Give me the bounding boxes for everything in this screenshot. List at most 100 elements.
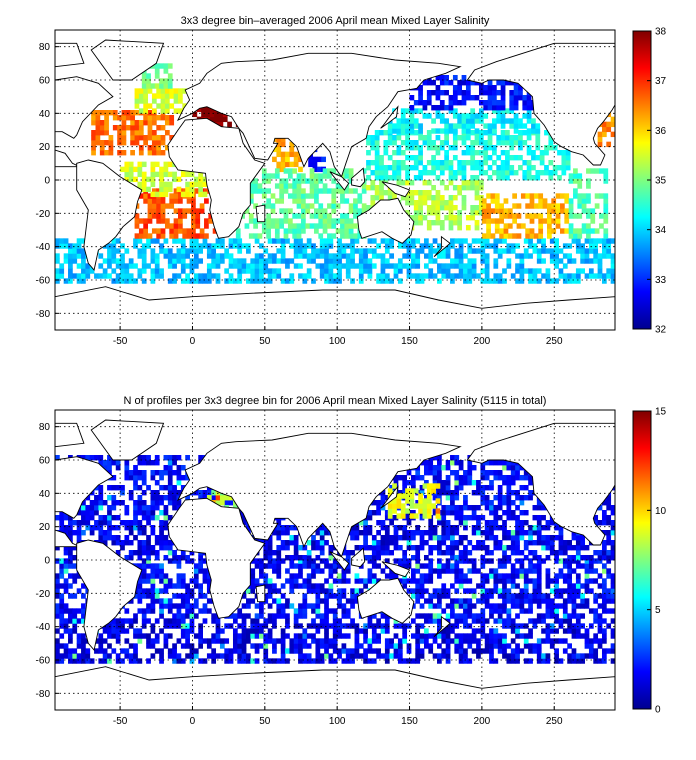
heatmap-cell [332, 578, 338, 584]
heatmap-cell [150, 253, 156, 259]
heatmap-cell [471, 593, 477, 599]
heatmap-cell [426, 100, 432, 106]
heatmap-cell [72, 593, 78, 599]
heatmap-cell [463, 238, 468, 244]
heatmap-cell [350, 258, 355, 264]
heatmap-cell [431, 200, 436, 206]
heatmap-cell [154, 638, 160, 644]
heatmap-cell [250, 623, 256, 629]
heatmap-cell [503, 213, 509, 219]
heatmap-cell [371, 658, 377, 664]
heatmap-cell [376, 563, 381, 569]
heatmap-cell [107, 510, 112, 516]
heatmap-cell [348, 173, 354, 179]
heatmap-cell [590, 218, 596, 224]
heatmap-cell [573, 173, 578, 179]
heatmap-cell [523, 643, 529, 649]
heatmap-cell [133, 535, 138, 541]
heatmap-cell [510, 583, 516, 589]
heatmap-cell [143, 103, 149, 109]
heatmap-cell [502, 535, 507, 541]
heatmap-cell [418, 108, 423, 114]
heatmap-cell [606, 141, 612, 148]
heatmap-cell [489, 608, 494, 614]
heatmap-cell [454, 273, 460, 279]
heatmap-cell [328, 253, 334, 259]
heatmap-cell [567, 573, 572, 579]
heatmap-cell [154, 535, 160, 541]
heatmap-cell [597, 268, 603, 274]
heatmap-cell [452, 220, 458, 226]
heatmap-cell [549, 545, 555, 551]
heatmap-cell [496, 175, 502, 181]
heatmap-cell [487, 123, 493, 129]
heatmap-cell [254, 623, 260, 629]
heatmap-cell [185, 588, 190, 594]
heatmap-cell [237, 613, 243, 619]
x-tick-label: 50 [259, 336, 271, 347]
heatmap-cell [515, 633, 520, 639]
heatmap-cell [392, 195, 397, 201]
heatmap-cell [575, 628, 581, 634]
heatmap-cell [413, 165, 419, 171]
heatmap-cell [610, 530, 615, 536]
heatmap-cell [380, 278, 386, 284]
heatmap-cell [324, 278, 329, 284]
heatmap-cell [597, 520, 603, 526]
heatmap-cell [319, 658, 325, 664]
heatmap-cell [206, 263, 212, 269]
heatmap-cell [538, 228, 544, 234]
heatmap-cell [169, 203, 175, 209]
heatmap-cell [314, 213, 319, 219]
heatmap-cell [441, 638, 447, 644]
heatmap-cell [211, 638, 217, 644]
heatmap-cell [112, 115, 118, 121]
heatmap-cell [506, 658, 512, 664]
heatmap-cell [227, 121, 232, 128]
heatmap-cell [415, 558, 421, 564]
heatmap-cell [117, 150, 122, 156]
heatmap-cell [263, 550, 269, 556]
heatmap-cell [575, 578, 581, 584]
heatmap-cell [533, 233, 539, 239]
heatmap-cell [311, 633, 316, 639]
heatmap-cell [428, 545, 434, 551]
heatmap-cell [478, 170, 484, 176]
heatmap-cell [474, 80, 480, 86]
heatmap-cell [554, 618, 559, 624]
heatmap-cell [283, 218, 289, 224]
heatmap-cell [476, 653, 481, 659]
heatmap-cell [298, 648, 303, 654]
heatmap-cell [354, 525, 360, 531]
heatmap-cell [156, 198, 162, 204]
heatmap-cell [523, 583, 529, 589]
heatmap-cell [503, 198, 509, 204]
heatmap-cell [565, 150, 571, 156]
heatmap-cell [584, 588, 590, 594]
heatmap-cell [137, 166, 143, 173]
heatmap-cell [519, 588, 525, 594]
heatmap-cell [470, 175, 476, 181]
heatmap-cell [172, 618, 177, 624]
heatmap-cell [458, 520, 464, 526]
heatmap-cell [202, 181, 208, 188]
heatmap-cell [104, 110, 109, 116]
heatmap-cell [274, 183, 280, 189]
heatmap-cell [156, 228, 162, 234]
heatmap-cell [458, 263, 464, 269]
heatmap-cell [444, 185, 449, 191]
heatmap-cell [450, 530, 455, 536]
heatmap-cell [361, 208, 367, 214]
heatmap-cell [567, 613, 572, 619]
heatmap-cell [535, 140, 541, 146]
heatmap-cell [128, 555, 134, 561]
heatmap-cell [120, 268, 125, 274]
heatmap-cell [289, 648, 295, 654]
heatmap-cell [454, 510, 460, 516]
heatmap-cell [59, 633, 65, 639]
heatmap-cell [463, 555, 468, 561]
heatmap-cell [89, 505, 95, 511]
heatmap-cell [198, 608, 203, 614]
heatmap-cell [94, 273, 99, 279]
heatmap-cell [444, 200, 449, 206]
